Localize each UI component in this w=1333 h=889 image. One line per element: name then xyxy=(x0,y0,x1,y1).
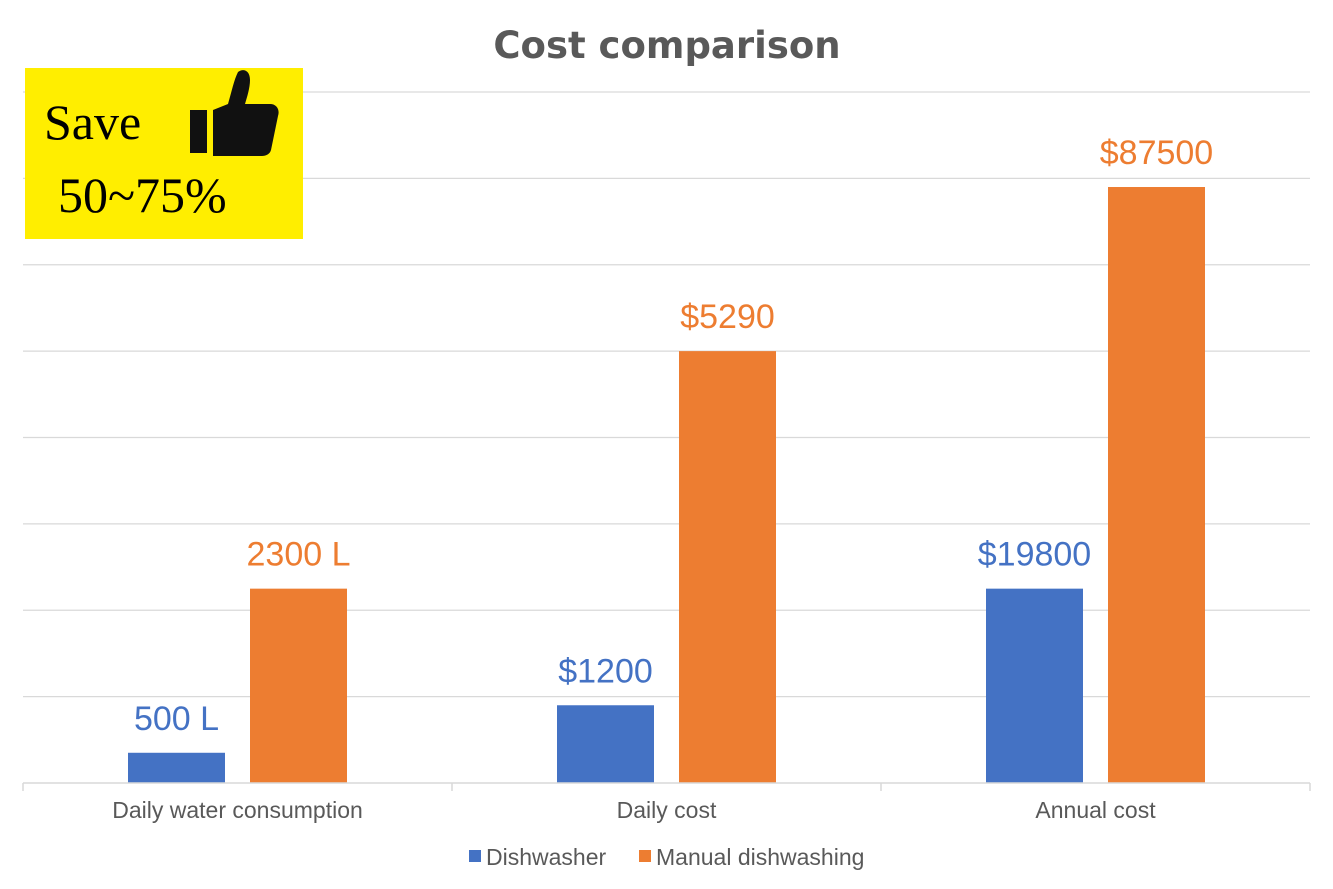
thumbs-up-icon xyxy=(190,70,279,156)
bar-manual-0 xyxy=(250,588,347,783)
x-axis: Daily water consumption Daily cost Annual … xyxy=(22,782,1311,823)
legend: Dishwasher Manual dishwashing xyxy=(469,844,864,870)
bar-manual-2 xyxy=(1108,187,1205,783)
data-label: $87500 xyxy=(1100,134,1213,172)
badge-percent-text: 50~75% xyxy=(58,167,227,223)
data-label: $1200 xyxy=(558,652,653,690)
save-badge: Save 50~75% xyxy=(25,68,303,239)
bars: 500 L 2300 L $1200 $5290 $19800 $87500 xyxy=(128,134,1213,783)
x-tick-label: Daily water consumption xyxy=(112,797,363,823)
data-label: 2300 L xyxy=(247,536,351,574)
legend-label-manual: Manual dishwashing xyxy=(656,844,864,870)
badge-save-text: Save xyxy=(44,94,141,150)
bar-manual-1 xyxy=(679,351,776,783)
data-label: 500 L xyxy=(134,700,219,738)
bar-dishwasher-1 xyxy=(557,705,654,783)
data-label: $5290 xyxy=(680,298,775,336)
data-label: $19800 xyxy=(978,536,1091,574)
legend-swatch-dishwasher xyxy=(469,850,481,862)
x-tick-label: Annual cost xyxy=(1035,797,1156,823)
chart-title: Cost comparison xyxy=(493,24,840,67)
legend-label-dishwasher: Dishwasher xyxy=(486,844,606,870)
legend-swatch-manual xyxy=(639,850,651,862)
x-tick-label: Daily cost xyxy=(617,797,717,823)
bar-dishwasher-0 xyxy=(128,752,225,783)
bar-dishwasher-2 xyxy=(986,588,1083,783)
